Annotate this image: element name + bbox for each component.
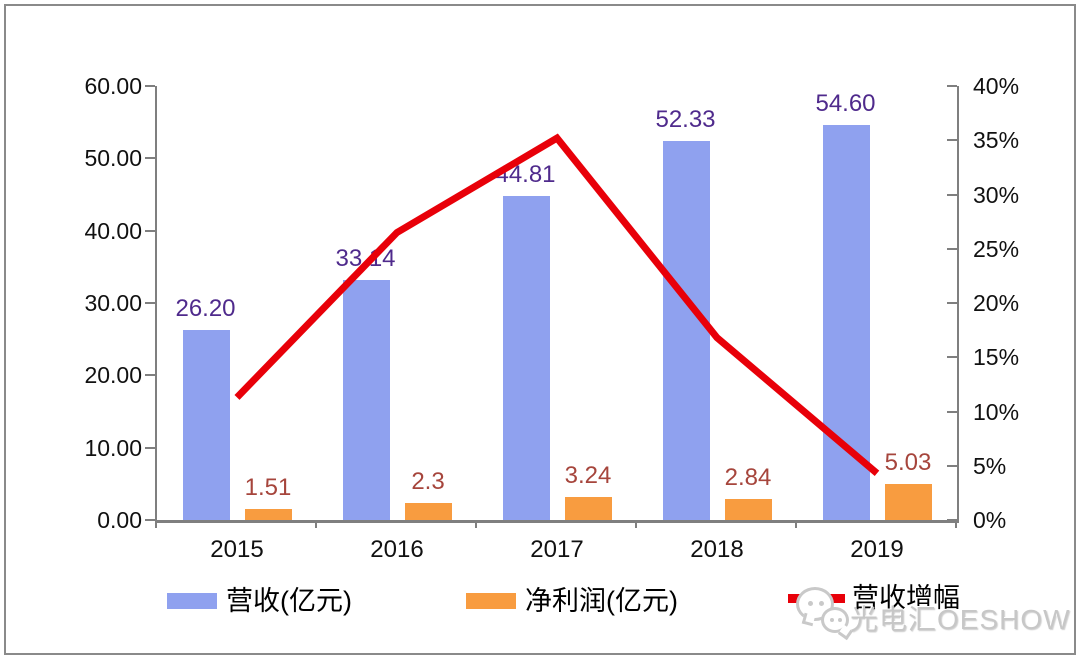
left-axis-tick [145,229,155,232]
watermark: 光电汇OESHOW [788,585,1078,657]
right-axis-tick-label: 15% [973,344,1020,371]
watermark-text: 光电汇OESHOW [850,604,1071,635]
growth-legend-label: 营收增幅 [852,583,960,613]
right-axis-tick-label: 10% [973,398,1020,425]
x-axis-tick [955,520,957,528]
profit-bar [564,496,612,520]
left-axis-tick-label: 20.00 [84,362,142,389]
wechat-icon-small-bubble [821,607,854,641]
revenue-value-label: 44.81 [495,160,556,188]
left-axis-tick-label: 40.00 [84,217,142,244]
right-axis-tick [947,85,957,87]
legend-item-profit: 净利润(亿元) [466,586,678,616]
revenue-bar [182,330,230,520]
right-axis-tick [947,519,957,521]
profit-bar [404,503,452,520]
left-axis-tick-label: 60.00 [84,73,142,99]
x-axis-tick [155,520,157,528]
left-axis-tick [145,157,155,160]
right-axis-tick [947,247,957,250]
x-axis-category-label: 2019 [850,536,904,563]
x-axis-line [155,520,959,523]
profit-value-label: 1.51 [244,474,292,502]
left-axis-tick-label: 10.00 [84,434,142,461]
legend-item-revenue: 营收(亿元) [167,586,352,616]
right-axis-tick-label: 35% [973,127,1020,154]
profit-legend-label: 净利润(亿元) [525,586,678,616]
left-y-axis-line [155,86,157,520]
x-axis-tick [475,520,477,528]
right-axis-tick-label: 5% [973,452,1007,479]
left-axis-tick-label: 50.00 [84,145,142,172]
x-axis-category-label: 2018 [690,536,744,563]
left-axis-tick-label: 0.00 [97,507,142,533]
profit-bar [884,483,932,520]
right-axis-tick [947,139,957,142]
right-axis-tick [947,410,957,413]
x-axis-category-label: 2015 [210,536,264,563]
right-axis-tick [947,356,957,359]
right-axis-tick-label: 40% [973,73,1020,99]
right-axis-tick-label: 30% [973,181,1020,208]
x-axis-tick [635,520,637,528]
left-axis-tick [145,302,155,304]
right-axis-tick-label: 25% [973,235,1020,262]
revenue-legend-label: 营收(亿元) [226,586,352,616]
profit-value-label: 2.84 [724,464,772,492]
revenue-legend-swatch [167,593,217,609]
profit-bar [724,499,772,520]
x-axis-category-label: 2016 [370,536,424,563]
revenue-value-label: 54.60 [815,90,876,118]
revenue-value-label: 52.33 [655,106,716,134]
right-axis-tick [947,302,957,304]
right-axis-tick-label: 20% [973,290,1020,316]
right-axis-tick [947,193,957,196]
profit-value-label: 2.3 [411,468,445,496]
left-axis-tick-label: 30.00 [84,290,142,316]
profit-value-label: 3.24 [564,461,612,489]
x-axis-tick [795,520,797,528]
right-axis-tick-label: 0% [973,507,1007,533]
revenue-value-label: 33.14 [335,245,396,273]
revenue-value-label: 26.20 [175,295,236,323]
left-axis-tick [145,519,155,521]
profit-bar [244,509,292,520]
legend-item-growth: 营收增幅 [788,583,960,613]
profit-value-label: 5.03 [884,448,932,476]
right-axis-tick [947,464,957,467]
left-axis-tick [145,446,155,449]
left-axis-tick [145,374,155,377]
left-axis-tick [145,85,155,87]
profit-legend-swatch [466,593,516,609]
right-y-axis-line [957,86,959,520]
x-axis-tick [315,520,317,528]
x-axis-category-label: 2017 [530,536,584,563]
